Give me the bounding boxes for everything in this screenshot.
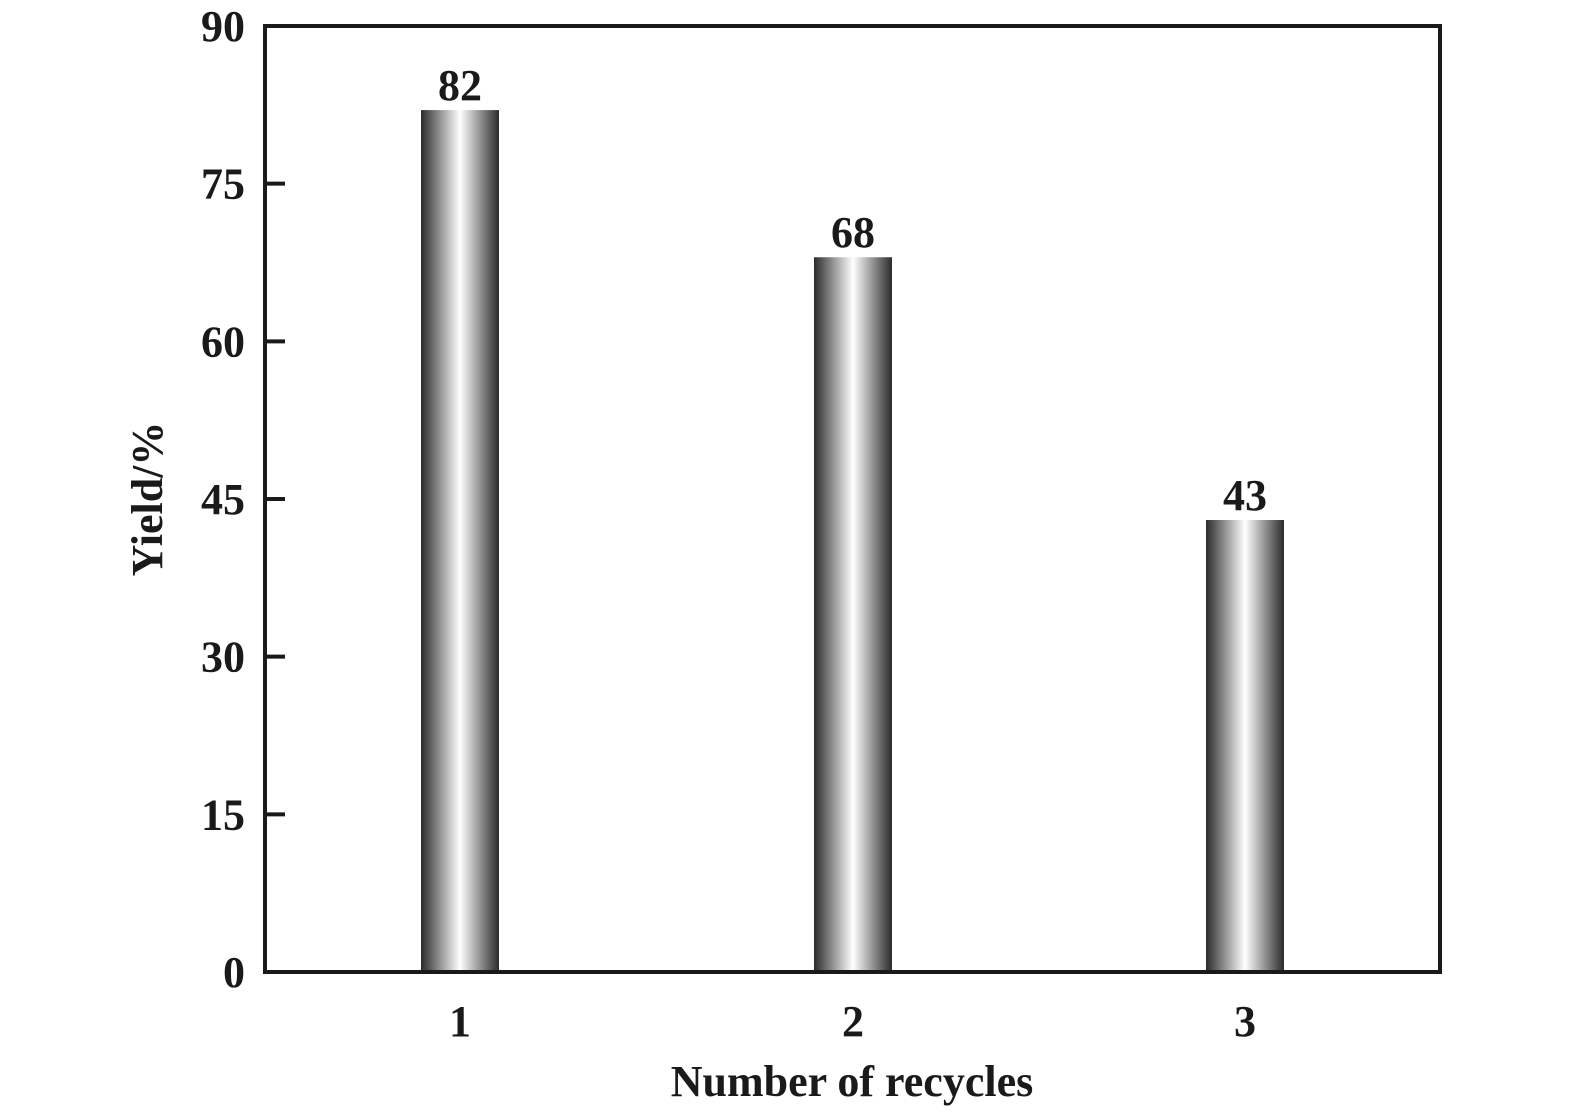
bar [814,257,892,972]
x-tick-label: 3 [1234,997,1256,1046]
bar [1206,520,1284,972]
x-tick-label: 2 [842,997,864,1046]
bar-data-label: 68 [831,208,875,257]
y-tick-label: 15 [201,790,245,839]
y-tick-label: 30 [201,633,245,682]
y-tick-label: 75 [201,160,245,209]
y-tick-label: 60 [201,317,245,366]
bar-data-label: 82 [438,61,482,110]
x-axis: 1 2 3 [449,972,1256,1046]
y-tick-label: 45 [201,475,245,524]
bar-data-label: 43 [1223,471,1267,520]
x-tick-label: 1 [449,997,471,1046]
y-axis: 0 15 30 45 60 75 90 [201,2,285,997]
y-axis-title: Yield/% [123,422,172,577]
x-axis-title: Number of recycles [671,1057,1033,1106]
bars-layer: 82 68 43 [421,61,1284,973]
y-tick-label: 0 [223,948,245,997]
y-tick-label: 90 [201,2,245,51]
bar [421,110,499,973]
